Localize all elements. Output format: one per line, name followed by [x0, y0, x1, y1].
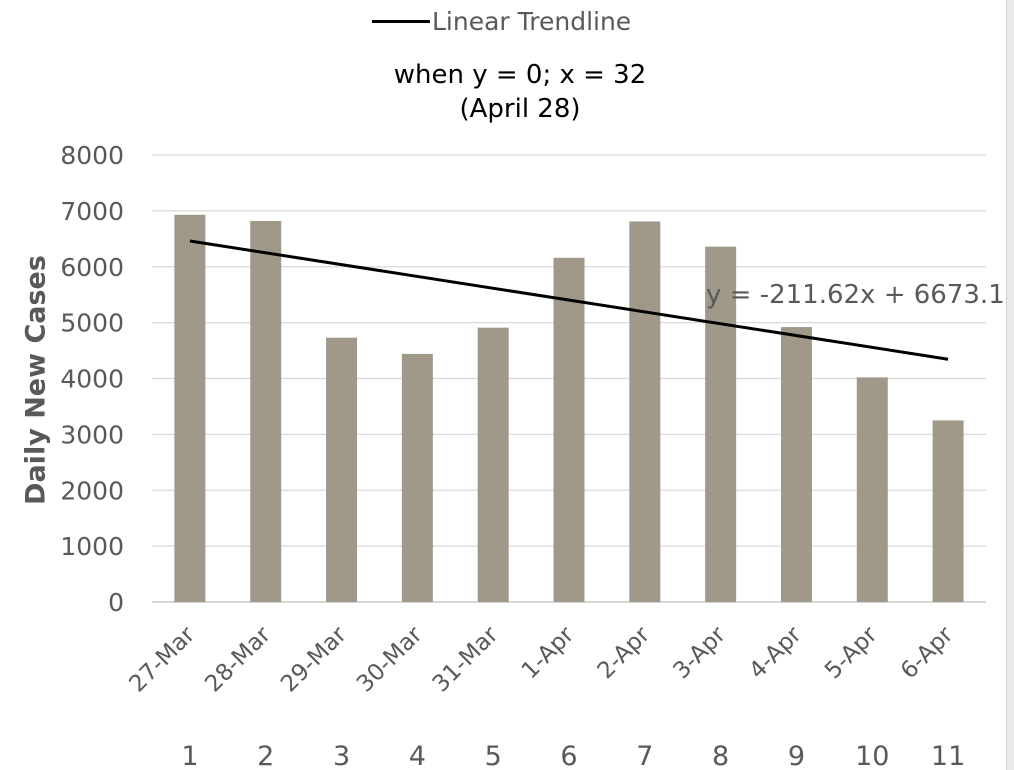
y-axis-label: Daily New Cases	[20, 255, 52, 505]
bar	[629, 221, 661, 602]
x-index-label: 11	[931, 741, 965, 770]
bar	[932, 420, 964, 602]
x-tick-label: 30-Mar	[352, 621, 428, 697]
x-tick-label: 6-Apr	[896, 621, 959, 684]
bar	[553, 257, 585, 602]
x-tick-label: 2-Apr	[593, 621, 656, 684]
y-tick-label: 7000	[60, 197, 124, 226]
x-tick-label: 5-Apr	[820, 621, 883, 684]
y-tick-label: 8000	[60, 141, 124, 170]
x-index-label: 2	[257, 741, 274, 770]
x-index-label: 3	[333, 741, 350, 770]
bar	[401, 353, 433, 602]
y-tick-label: 3000	[60, 420, 124, 449]
x-index-label: 8	[712, 741, 729, 770]
annotation-line-2: (April 28)	[459, 94, 581, 124]
legend-line-swatch	[372, 19, 430, 23]
x-tick-label: 1-Apr	[517, 621, 580, 684]
trendline-equation: y = -211.62x + 6673.1	[706, 280, 1005, 310]
x-index-label: 6	[560, 741, 577, 770]
y-tick-label: 2000	[60, 476, 124, 505]
bar	[856, 377, 888, 602]
y-tick-label: 4000	[60, 365, 124, 394]
x-tick-label: 3-Apr	[668, 621, 731, 684]
chart-annotation: when y = 0; x = 32 (April 28)	[330, 58, 710, 126]
bar	[477, 327, 509, 602]
chart-legend: Linear Trendline	[372, 4, 631, 38]
y-tick-label: 1000	[60, 532, 124, 561]
bar	[174, 214, 206, 602]
bar	[780, 327, 812, 602]
x-index-label: 9	[788, 741, 805, 770]
x-tick-label: 31-Mar	[428, 621, 504, 697]
x-index-label: 10	[855, 741, 889, 770]
trendline	[189, 239, 949, 361]
y-tick-label: 5000	[60, 309, 124, 338]
annotation-line-1: when y = 0; x = 32	[393, 60, 647, 90]
x-index-label: 1	[181, 741, 198, 770]
x-tick-label: 27-Mar	[125, 621, 201, 697]
bar	[326, 337, 358, 602]
x-index-label: 7	[636, 741, 653, 770]
x-tick-label: 28-Mar	[200, 621, 276, 697]
x-tick-label: 29-Mar	[276, 621, 352, 697]
window-edge	[1006, 0, 1014, 770]
bar	[250, 220, 282, 602]
x-tick-label: 4-Apr	[744, 621, 807, 684]
y-tick-label: 6000	[60, 253, 124, 282]
y-tick-label: 0	[108, 588, 124, 617]
bar	[705, 246, 737, 602]
x-index-label: 4	[409, 741, 426, 770]
x-index-label: 5	[485, 741, 502, 770]
legend-label: Linear Trendline	[432, 6, 632, 36]
